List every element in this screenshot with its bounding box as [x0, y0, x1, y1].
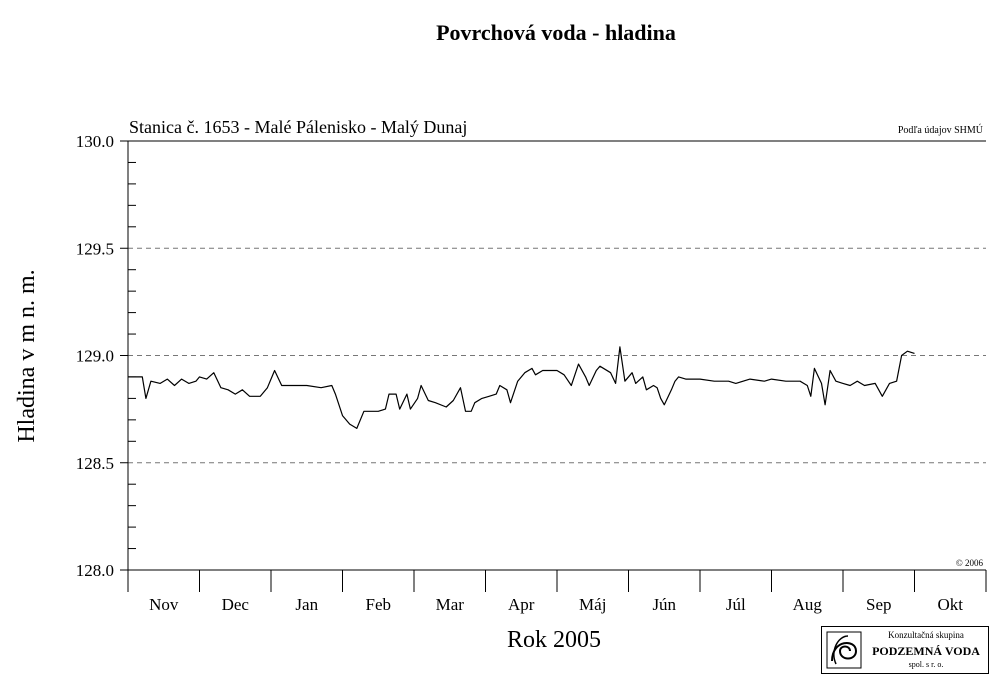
x-tick-label: Okt — [938, 595, 964, 614]
y-tick-label: 128.5 — [76, 454, 114, 473]
grid-lines — [128, 247, 986, 464]
x-tick-label: Sep — [866, 595, 892, 614]
chart-title: Povrchová voda - hladina — [436, 20, 676, 45]
data-layer — [128, 346, 915, 429]
x-axis-label: Rok 2005 — [507, 627, 601, 653]
copyright-note: © 2006 — [956, 558, 984, 568]
logo-mark-icon — [826, 631, 862, 669]
x-tick-label: Mar — [436, 595, 465, 614]
axes: 128.0 128.5 129.0 129.5 130.0 Nov Dec Jan Feb Mar… — [76, 132, 987, 614]
logo-line-3: spol. s r. o. — [908, 660, 944, 669]
logo-line-1: Konzultačná skupina — [888, 630, 964, 640]
y-tick-label: 130.0 — [76, 132, 114, 151]
logo-line-2: PODZEMNÁ VODA — [872, 644, 980, 658]
company-logo: Konzultačná skupina PODZEMNÁ VODA spol. … — [821, 626, 989, 674]
chart-subtitle: Stanica č. 1653 - Malé Pálenisko - Malý … — [129, 117, 467, 137]
x-tick-label: Jan — [295, 595, 318, 614]
y-tick-label: 129.0 — [76, 347, 114, 366]
series-line — [128, 346, 915, 429]
x-tick-label: Júl — [726, 595, 746, 614]
x-tick-label: Apr — [508, 595, 535, 614]
x-tick-label: Aug — [793, 595, 823, 614]
x-tick-label: Jún — [652, 595, 676, 614]
x-tick-label: Dec — [222, 595, 250, 614]
x-tick-label: Nov — [149, 595, 179, 614]
y-tick-label: 128.0 — [76, 561, 114, 580]
y-axis-label: Hladina v m n. m. — [14, 269, 40, 442]
x-tick-label: Feb — [366, 595, 392, 614]
y-tick-label: 129.5 — [76, 239, 114, 258]
x-tick-label: Máj — [579, 595, 606, 614]
source-note: Podľa údajov SHMÚ — [898, 124, 984, 136]
